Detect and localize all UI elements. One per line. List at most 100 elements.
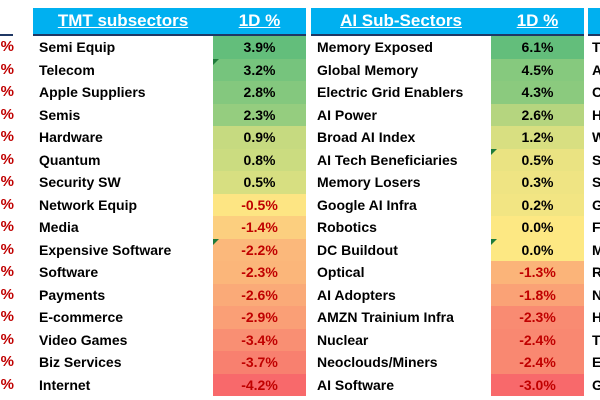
tmt-row[interactable]: Security SW 0.5% [33,171,306,194]
tmt-row[interactable]: Hardware 0.9% [33,126,306,149]
tmt-row-name[interactable]: Semis [39,106,81,123]
tmt-row[interactable]: Media -1.4% [33,216,306,239]
tmt-row-value[interactable]: -2.9% [213,306,306,329]
ai-row[interactable]: Google AI Infra 0.2% [311,193,584,216]
tmt-row-name[interactable]: Payments [39,286,106,303]
ai-row-value[interactable]: 6.1% [491,36,584,59]
tmt-row-value[interactable]: -1.4% [213,216,306,239]
ai-row-value[interactable]: 0.3% [491,171,584,194]
tmt-row-value[interactable]: 2.8% [213,81,306,104]
tmt-row-value[interactable]: -3.7% [213,351,306,374]
ai-row[interactable]: DC Buildout 0.0% [311,238,584,261]
tmt-row[interactable]: Software -2.3% [33,261,306,284]
tmt-row-name[interactable]: Apple Suppliers [39,84,146,100]
tmt-header-value[interactable]: 1D % [238,11,281,30]
ai-row-name[interactable]: Google AI Infra [317,196,417,213]
tmt-row[interactable]: Semi Equip 3.9% [33,36,306,59]
ai-row[interactable]: Electric Grid Enablers 4.3% [311,81,584,104]
tmt-row[interactable]: E-commerce -2.9% [33,306,306,329]
tmt-row-name[interactable]: E-commerce [39,309,124,325]
ai-header-name[interactable]: AI Sub-Sectors [340,11,462,30]
tmt-row-value[interactable]: -2.3% [213,261,306,284]
tmt-row-name[interactable]: Hardware [39,129,103,145]
ai-row-name[interactable]: Memory Losers [317,174,421,190]
tmt-header-name[interactable]: TMT subsectors [57,11,189,30]
ai-row-value[interactable]: 2.6% [491,103,584,126]
tmt-row[interactable]: Apple Suppliers 2.8% [33,81,306,104]
ai-row-name[interactable]: Electric Grid Enablers [317,84,464,100]
ai-row-name[interactable]: Broad AI Index [317,129,416,145]
ai-row-value[interactable]: 0.0% [491,216,584,239]
tmt-row-name[interactable]: Network Equip [39,196,138,213]
ai-row-name[interactable]: Optical [317,264,365,280]
ai-row-name[interactable]: AI Tech Beneficiaries [317,151,458,168]
tmt-row[interactable]: Expensive Software -2.2% [33,238,306,261]
tmt-row-value[interactable]: 2.3% [213,103,306,126]
ai-row[interactable]: Robotics 0.0% [311,216,584,239]
ai-row-value[interactable]: 1.2% [491,126,584,149]
ai-row[interactable]: AI Power 2.6% [311,103,584,126]
ai-row-value[interactable]: -2.3% [491,306,584,329]
ai-row-value[interactable]: -1.3% [491,261,584,284]
ai-row-value[interactable]: 0.0% [491,238,584,261]
tmt-row-value[interactable]: -3.4% [213,328,306,351]
tmt-row[interactable]: Payments -2.6% [33,283,306,306]
ai-row-name[interactable]: Neoclouds/Miners [317,354,438,370]
ai-row[interactable]: Memory Losers 0.3% [311,171,584,194]
ai-row[interactable]: AI Software -3.0% [311,373,584,396]
ai-row[interactable]: Nuclear -2.4% [311,328,584,351]
tmt-row[interactable]: Internet -4.2% [33,373,306,396]
ai-row[interactable]: Memory Exposed 6.1% [311,36,584,59]
tmt-row-value[interactable]: -4.2% [213,373,306,396]
ai-row-name[interactable]: Nuclear [317,331,369,348]
ai-row-name[interactable]: Memory Exposed [317,39,433,55]
tmt-row-name[interactable]: Semi Equip [39,39,116,55]
tmt-row[interactable]: Quantum 0.8% [33,148,306,171]
ai-row[interactable]: AI Adopters -1.8% [311,283,584,306]
ai-row[interactable]: AMZN Trainium Infra -2.3% [311,306,584,329]
ai-row[interactable]: Global Memory 4.5% [311,58,584,81]
ai-row[interactable]: Neoclouds/Miners -2.4% [311,351,584,374]
ai-row-value[interactable]: -2.4% [491,351,584,374]
tmt-row-value[interactable]: -2.2% [213,238,306,261]
ai-row-name[interactable]: AI Software [317,376,395,393]
tmt-row-value[interactable]: 0.5% [213,171,306,194]
ai-row-value[interactable]: 0.2% [491,193,584,216]
tmt-row-name[interactable]: Quantum [39,151,101,168]
tmt-row-value[interactable]: 0.8% [213,148,306,171]
ai-row-name[interactable]: AMZN Trainium Infra [317,309,454,325]
tmt-row-name[interactable]: Security SW [39,174,121,190]
tmt-row[interactable]: Telecom 3.2% [33,58,306,81]
tmt-row-name[interactable]: Telecom [39,61,95,78]
ai-row[interactable]: Broad AI Index 1.2% [311,126,584,149]
ai-row-name[interactable]: Robotics [317,219,377,235]
tmt-row-value[interactable]: 3.9% [213,36,306,59]
tmt-row[interactable]: Biz Services -3.7% [33,351,306,374]
ai-row-value[interactable]: 4.5% [491,58,584,81]
tmt-row-name[interactable]: Internet [39,376,91,393]
ai-row[interactable]: Optical -1.3% [311,261,584,284]
ai-header-value[interactable]: 1D % [516,11,559,30]
tmt-row-name[interactable]: Media [39,219,79,235]
ai-row-value[interactable]: 0.5% [491,148,584,171]
ai-row-value[interactable]: 4.3% [491,81,584,104]
ai-row[interactable]: AI Tech Beneficiaries 0.5% [311,148,584,171]
ai-row-name[interactable]: Global Memory [317,61,419,78]
tmt-row-name[interactable]: Software [39,264,99,280]
ai-row-value[interactable]: -2.4% [491,328,584,351]
tmt-row-value[interactable]: -2.6% [213,283,306,306]
ai-row-value[interactable]: -3.0% [491,373,584,396]
tmt-row-name[interactable]: Video Games [39,331,128,348]
ai-row-value[interactable]: -1.8% [491,283,584,306]
tmt-row[interactable]: Video Games -3.4% [33,328,306,351]
tmt-row-value[interactable]: 3.2% [213,58,306,81]
tmt-row-name[interactable]: Expensive Software [39,241,172,258]
tmt-row[interactable]: Semis 2.3% [33,103,306,126]
ai-row-name[interactable]: AI Adopters [317,286,396,303]
ai-row-name[interactable]: DC Buildout [317,241,398,258]
tmt-row[interactable]: Network Equip -0.5% [33,193,306,216]
tmt-row-name[interactable]: Biz Services [39,354,122,370]
tmt-row-value[interactable]: 0.9% [213,126,306,149]
ai-row-name[interactable]: AI Power [317,106,377,123]
tmt-row-value[interactable]: -0.5% [213,193,306,216]
